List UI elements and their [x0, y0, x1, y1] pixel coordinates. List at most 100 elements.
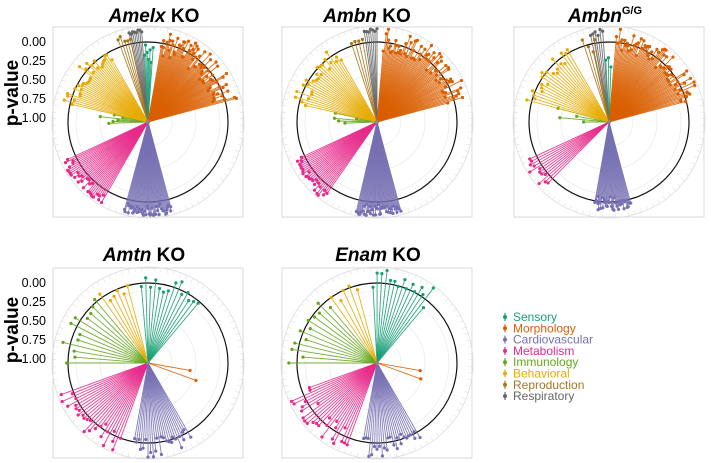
lollipop-point — [378, 212, 382, 216]
lollipop-point — [159, 435, 163, 439]
lollipop-point — [295, 159, 300, 163]
grid-tick — [160, 213, 162, 218]
lollipop-point — [454, 94, 458, 98]
lollipop-point — [314, 178, 319, 182]
lollipop-stem — [376, 286, 399, 364]
lollipop-point — [335, 419, 339, 423]
lollipop-point — [604, 58, 608, 62]
lollipop-stem — [147, 362, 154, 457]
lollipop-stem — [82, 362, 149, 416]
grid-tick — [651, 203, 655, 207]
lollipop-point — [221, 85, 225, 90]
lollipop-stem — [340, 300, 378, 364]
lollipop-stem — [312, 362, 378, 423]
lollipop-point — [370, 453, 374, 457]
lollipop-point — [399, 432, 403, 437]
lollipop-point — [388, 278, 393, 282]
lollipop-point — [315, 72, 319, 76]
grid-tick — [517, 92, 522, 94]
lollipop-point — [186, 39, 191, 43]
lollipop-point — [74, 396, 78, 401]
lollipop-point — [70, 392, 75, 396]
lollipop-point — [65, 157, 70, 162]
lollipop-point — [308, 388, 312, 392]
lollipop-point — [614, 201, 618, 205]
lollipop-point — [592, 38, 597, 42]
grid-tick — [337, 275, 340, 280]
lollipop-point — [301, 83, 305, 87]
lollipop-stem — [330, 297, 378, 364]
lollipop-point — [72, 98, 76, 103]
grid-tick — [53, 105, 58, 107]
lollipop-stem — [559, 117, 610, 123]
grid-tick — [220, 62, 224, 66]
lollipop-stem — [376, 284, 414, 364]
legend-label: Reproduction — [513, 378, 584, 392]
lollipop-point — [81, 186, 85, 190]
lollipop-stem — [316, 362, 378, 424]
grid-tick — [102, 203, 106, 207]
lollipop-point — [82, 429, 86, 434]
lollipop-point — [126, 211, 130, 215]
lollipop-stem — [147, 362, 191, 371]
grid-tick — [325, 440, 329, 445]
lollipop-point — [145, 50, 149, 55]
lollipop-point — [85, 417, 89, 422]
grid-tick — [285, 333, 290, 335]
lollipop-point — [119, 436, 123, 440]
grid-tick — [310, 428, 314, 433]
legend-label: Cardiovascular — [513, 333, 593, 347]
grid-tick — [166, 452, 169, 457]
lollipop-point — [90, 63, 94, 67]
grid-tick — [627, 28, 630, 33]
lollipop-stem — [341, 362, 378, 442]
grid-tick — [430, 437, 434, 441]
grid-tick — [201, 285, 205, 289]
lollipop-point — [324, 50, 329, 54]
lollipop-point — [529, 159, 534, 163]
grid-tick — [283, 339, 288, 342]
grid-tick — [283, 98, 288, 101]
lollipop-stem — [305, 79, 378, 123]
grid-tick — [283, 143, 288, 146]
grid-tick — [293, 73, 298, 77]
grid-tick — [563, 37, 567, 41]
lollipop-point — [528, 170, 532, 174]
grid-tick — [453, 414, 457, 417]
grid-tick — [293, 408, 298, 412]
lollipop-point — [135, 210, 139, 215]
lollipop-point — [178, 434, 182, 439]
lollipop-stem — [361, 39, 378, 123]
lollipop-point — [626, 44, 630, 48]
lollipop-stem — [291, 362, 378, 402]
grid-tick — [343, 449, 346, 454]
lollipop-point — [393, 207, 397, 211]
lollipop-point — [596, 208, 600, 212]
lollipop-point — [362, 436, 366, 441]
y-tick-label: 0.25 — [22, 295, 46, 309]
grid-tick — [320, 44, 324, 48]
lollipop-stem — [147, 290, 169, 364]
grid-tick — [449, 178, 453, 182]
grid-tick — [190, 278, 194, 282]
lollipop-point — [77, 408, 81, 413]
grid-tick — [440, 293, 444, 298]
y-tick-label: 0.75 — [22, 92, 46, 106]
grid-tick — [235, 150, 240, 152]
grid-tick — [108, 34, 111, 39]
lollipop-stem — [319, 312, 378, 364]
grid-tick — [114, 449, 117, 454]
lollipop-point — [315, 191, 319, 196]
grid-tick — [166, 28, 169, 33]
grid-tick — [235, 391, 240, 393]
grid-tick — [293, 167, 298, 171]
grid-tick — [537, 57, 541, 61]
grid-tick — [445, 57, 449, 61]
lollipop-point — [581, 120, 586, 124]
grid-tick — [677, 183, 681, 187]
grid-tick — [190, 203, 194, 207]
grid-tick — [542, 187, 546, 192]
grid-tick — [58, 85, 63, 88]
lollipop-stem — [358, 40, 378, 123]
lollipop-point — [298, 162, 302, 167]
